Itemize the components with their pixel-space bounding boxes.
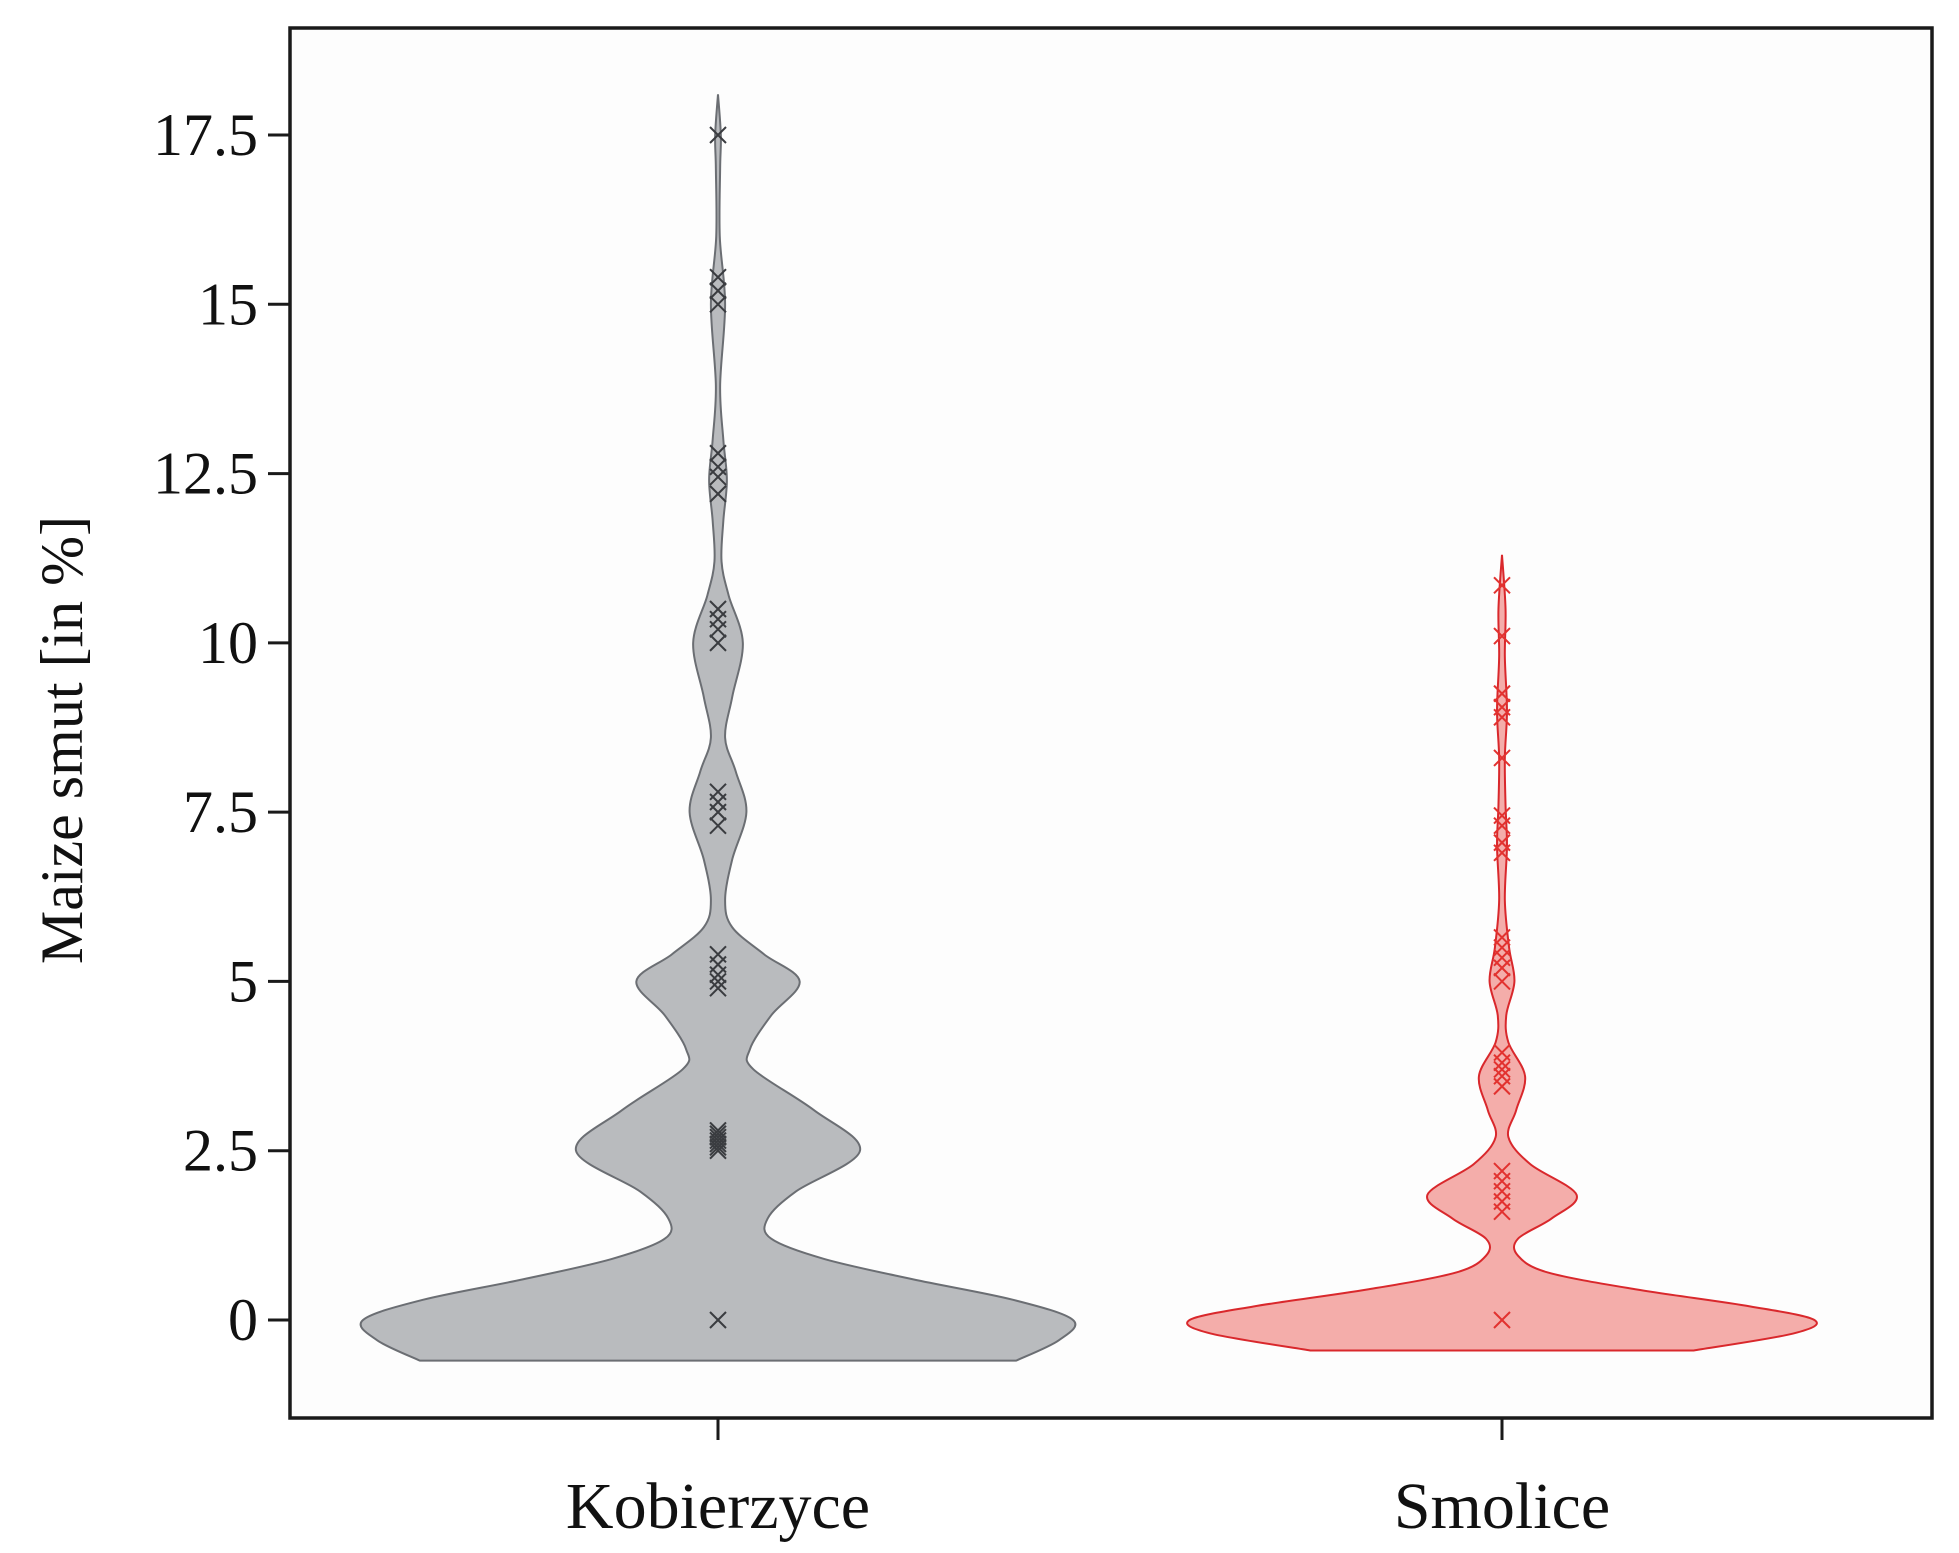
data-point-kobierzyce (709, 979, 727, 997)
data-point-kobierzyce (709, 268, 727, 286)
data-point-kobierzyce (709, 783, 727, 801)
data-point-smolice (1493, 806, 1511, 825)
data-point-smolice (1493, 1067, 1511, 1085)
y-tick-label: 17.5 (153, 102, 258, 168)
data-point-kobierzyce (709, 1121, 727, 1140)
data-point-kobierzyce (709, 458, 727, 476)
data-point-smolice (1493, 576, 1511, 595)
y-axis-title: Maize smut [in %] (29, 516, 95, 964)
plot-background (290, 28, 1932, 1418)
y-tick-label: 2.5 (183, 1118, 258, 1184)
data-point-kobierzyce (709, 282, 727, 300)
data-point-kobierzyce (709, 600, 727, 618)
data-point-smolice (1493, 1043, 1511, 1062)
data-point-kobierzyce (709, 972, 727, 991)
data-point-kobierzyce (709, 634, 727, 652)
y-tick-label: 7.5 (183, 779, 258, 845)
data-point-smolice (1493, 972, 1511, 991)
violin-kobierzyce (359, 94, 1077, 1362)
data-point-kobierzyce (709, 816, 727, 835)
x-category-label: Smolice (1394, 1470, 1610, 1543)
data-point-kobierzyce (709, 295, 727, 313)
data-point-smolice (1493, 627, 1511, 645)
y-tick-label: 5 (228, 948, 258, 1014)
data-point-kobierzyce (709, 1128, 727, 1146)
y-tick-label: 0 (228, 1287, 258, 1353)
y-tick-label: 10 (198, 610, 258, 676)
data-point-smolice (1493, 833, 1511, 852)
data-point-smolice (1493, 1060, 1511, 1079)
data-point-kobierzyce (709, 945, 727, 964)
data-point-smolice (1493, 684, 1511, 703)
data-point-kobierzyce (709, 444, 727, 462)
y-tick-label: 15 (198, 271, 258, 337)
data-point-smolice (1493, 928, 1511, 947)
data-point-smolice (1493, 1311, 1511, 1329)
violin-smolice (1186, 554, 1818, 1352)
data-point-smolice (1493, 698, 1511, 716)
y-tick-label: 12.5 (153, 441, 258, 507)
x-category-label: Kobierzyce (566, 1470, 870, 1543)
data-point-kobierzyce (709, 1125, 727, 1143)
data-point-kobierzyce (709, 126, 727, 144)
plot-frame (288, 26, 1934, 1420)
data-point-kobierzyce (709, 485, 727, 503)
data-point-smolice (1493, 749, 1511, 767)
data-point-kobierzyce (709, 1311, 727, 1329)
data-point-smolice (1493, 1162, 1511, 1180)
